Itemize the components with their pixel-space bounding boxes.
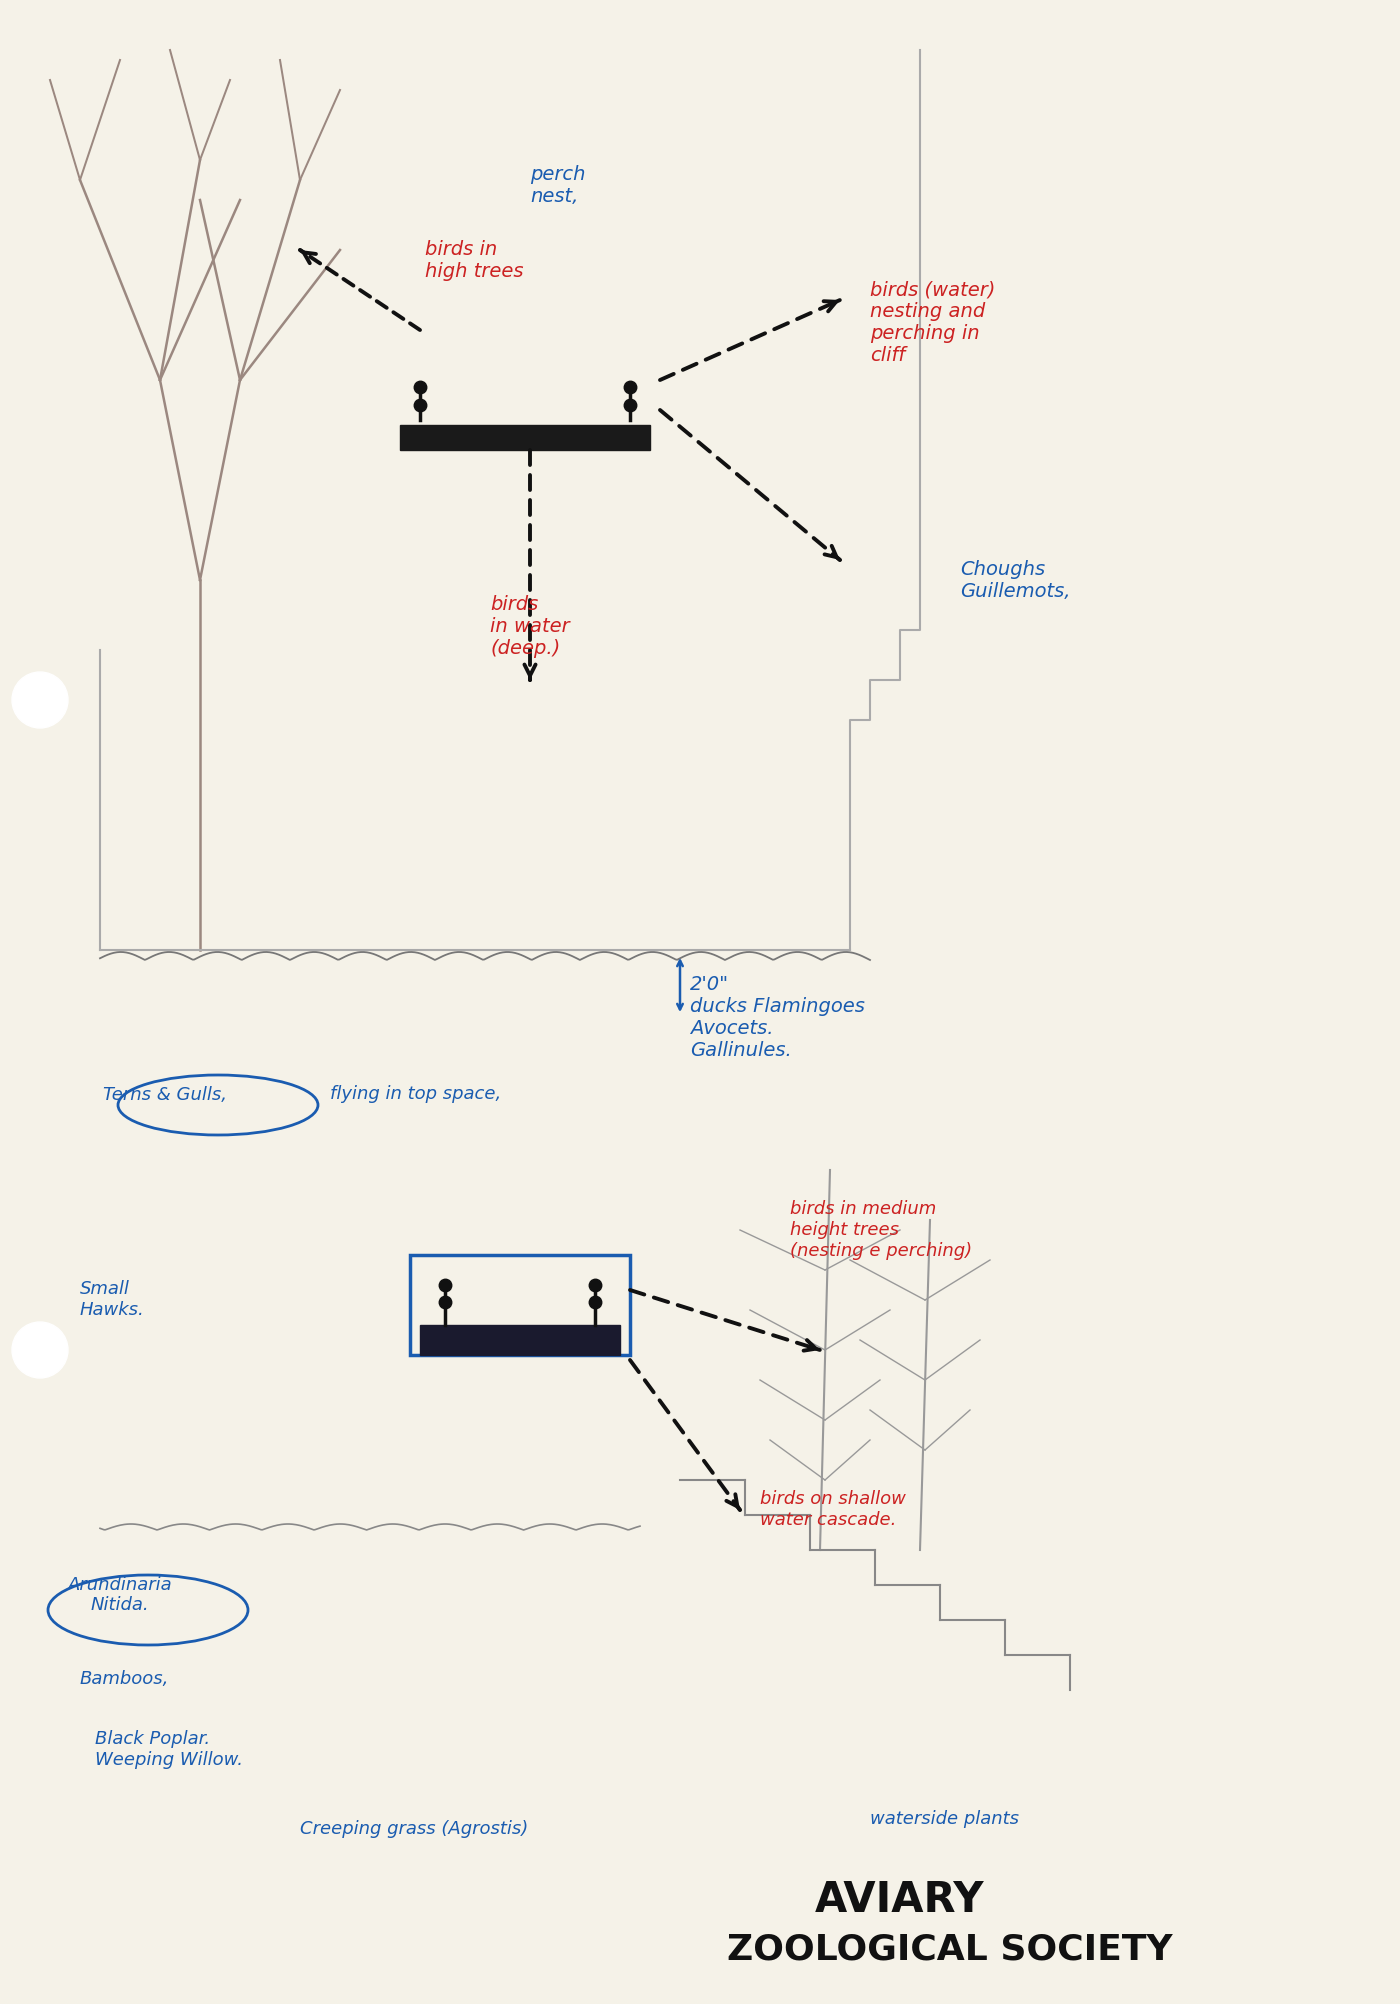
Text: birds (water)
nesting and
perching in
cliff: birds (water) nesting and perching in cl… (869, 281, 995, 365)
Text: birds in medium
height trees
(nesting e perching): birds in medium height trees (nesting e … (790, 1200, 972, 1261)
Text: birds
in water
(deep.): birds in water (deep.) (490, 595, 570, 657)
Text: ZOOLOGICAL SOCIETY: ZOOLOGICAL SOCIETY (727, 1934, 1173, 1968)
Text: birds on shallow
water cascade.: birds on shallow water cascade. (760, 1491, 906, 1529)
Circle shape (13, 671, 69, 727)
Text: Bamboos,: Bamboos, (80, 1669, 169, 1687)
Text: birds in
high trees: birds in high trees (426, 240, 524, 281)
Text: Terns & Gulls,: Terns & Gulls, (104, 1086, 227, 1104)
Bar (400, 425, 650, 451)
Circle shape (13, 1323, 69, 1379)
Text: Choughs
Guillemots,: Choughs Guillemots, (960, 559, 1071, 601)
Bar (420, 1325, 620, 1355)
Text: waterside plants: waterside plants (869, 1810, 1019, 1828)
Text: flying in top space,: flying in top space, (330, 1084, 501, 1102)
Bar (410, 1255, 630, 1355)
Text: perch
nest,: perch nest, (531, 164, 585, 206)
Text: 2'0"
ducks Flamingoes
Avocets.
Gallinules.: 2'0" ducks Flamingoes Avocets. Gallinule… (690, 976, 865, 1060)
Text: Arundinaria
Nitida.: Arundinaria Nitida. (67, 1575, 172, 1615)
Text: AVIARY: AVIARY (815, 1880, 984, 1922)
Text: Black Poplar.
Weeping Willow.: Black Poplar. Weeping Willow. (95, 1729, 244, 1770)
Text: Small
Hawks.: Small Hawks. (80, 1281, 144, 1319)
Text: Creeping grass (Agrostis): Creeping grass (Agrostis) (300, 1820, 528, 1838)
